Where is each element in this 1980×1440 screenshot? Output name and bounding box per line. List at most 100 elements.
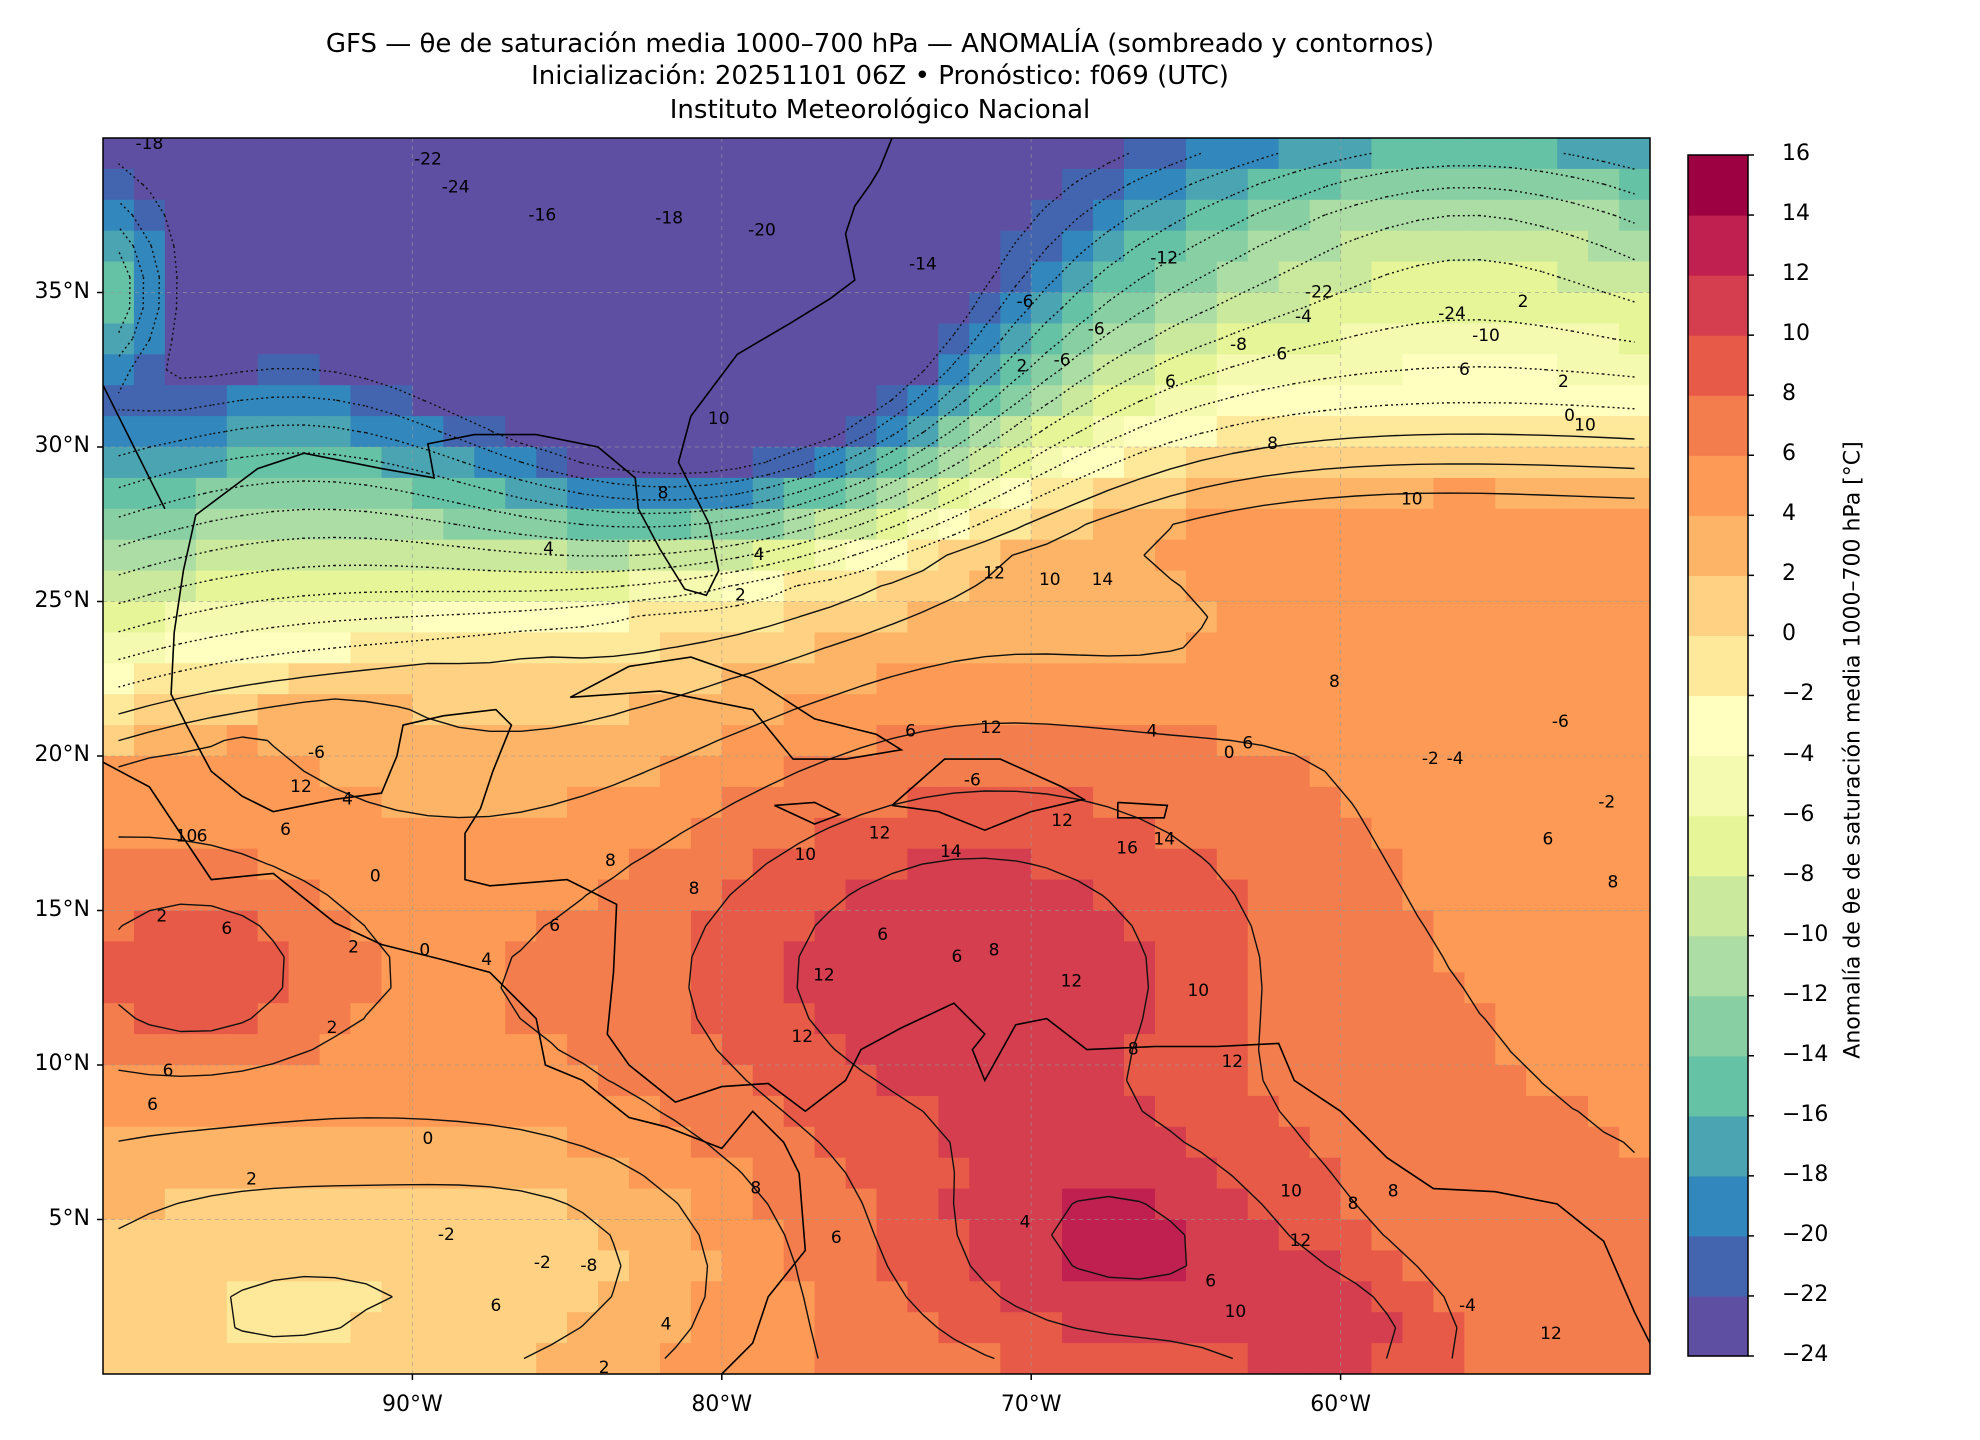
anomaly-cell [133, 1281, 166, 1313]
anomaly-cell [474, 1312, 506, 1344]
anomaly-cell [1464, 508, 1497, 541]
anomaly-cell [1247, 786, 1280, 819]
anomaly-cell [1093, 848, 1125, 881]
anomaly-cell [659, 1065, 692, 1097]
anomaly-cell [1031, 725, 1063, 757]
anomaly-cell [690, 168, 723, 201]
anomaly-cell [1031, 539, 1063, 572]
anomaly-cell [969, 848, 1001, 881]
anomaly-cell [1433, 168, 1466, 201]
anomaly-cell [1371, 230, 1404, 263]
anomaly-cell [1371, 570, 1404, 603]
anomaly-cell [1526, 1219, 1558, 1252]
anomaly-cell [536, 1157, 568, 1190]
anomaly-cell [1402, 570, 1435, 603]
anomaly-cell [598, 694, 630, 726]
lon-tick-label: 90°W [382, 1392, 443, 1417]
colorbar-swatch [1688, 1295, 1748, 1357]
anomaly-cell [164, 848, 197, 881]
anomaly-cell [629, 879, 661, 912]
anomaly-cell [505, 230, 537, 263]
anomaly-cell [1495, 632, 1527, 665]
anomaly-cell [133, 261, 166, 294]
anomaly-cell [567, 725, 599, 757]
colorbar-swatch [1688, 1235, 1748, 1297]
anomaly-cell [443, 168, 475, 201]
anomaly-cell [1495, 199, 1527, 232]
anomaly-cell [536, 570, 568, 603]
colorbar-tick-label: −22 [1782, 1281, 1829, 1307]
anomaly-cell [1526, 694, 1558, 726]
anomaly-cell [288, 848, 321, 881]
contour-label: 8 [1267, 434, 1278, 454]
anomaly-cell [876, 1250, 909, 1283]
anomaly-cell [1093, 292, 1125, 325]
anomaly-cell [505, 941, 537, 974]
anomaly-cell [288, 230, 321, 263]
anomaly-cell [721, 230, 754, 263]
anomaly-cell [567, 1034, 599, 1066]
anomaly-cell [319, 663, 352, 695]
anomaly-cell [907, 1188, 940, 1221]
anomaly-cell [1000, 168, 1032, 201]
anomaly-cell [1464, 972, 1497, 1004]
anomaly-cell [1000, 725, 1032, 757]
contour-label: 4 [753, 545, 764, 565]
anomaly-cell [814, 261, 847, 294]
anomaly-cell [1185, 1034, 1218, 1066]
anomaly-cell [133, 848, 166, 881]
anomaly-cell [1185, 756, 1218, 788]
anomaly-cell [1062, 1281, 1094, 1313]
anomaly-cell [721, 786, 754, 819]
anomaly-cell [412, 570, 445, 603]
anomaly-cell [1371, 1095, 1404, 1128]
anomaly-cell [876, 447, 909, 479]
anomaly-cell [536, 601, 568, 634]
contour-label: -10 [1472, 326, 1500, 346]
anomaly-cell [1309, 1157, 1342, 1190]
graticule [103, 138, 1650, 1374]
anomaly-cell [257, 848, 290, 881]
anomaly-cell [567, 632, 599, 665]
anomaly-cell [1216, 1095, 1249, 1128]
anomaly-cell [1495, 1126, 1527, 1159]
colorbar-swatch [1688, 1055, 1748, 1117]
anomaly-cell [1031, 1065, 1063, 1097]
anomaly-cell [1557, 539, 1589, 572]
anomaly-cell [969, 230, 1001, 263]
anomaly-cell [1464, 1065, 1497, 1097]
anomaly-cell [1093, 1034, 1125, 1066]
anomaly-cell [319, 292, 352, 325]
anomaly-cell [1216, 786, 1249, 819]
anomaly-cell [1495, 323, 1527, 356]
anomaly-cell [103, 663, 135, 695]
anomaly-cell [474, 230, 506, 263]
anomaly-cell [1340, 725, 1373, 757]
anomaly-cell [1402, 416, 1435, 448]
anomaly-cell [1340, 972, 1373, 1004]
anomaly-cell [783, 199, 816, 232]
anomaly-cell [969, 972, 1001, 1004]
anomaly-cell [103, 1157, 135, 1190]
anomaly-cell [907, 725, 940, 757]
anomaly-cell [1371, 138, 1404, 170]
anomaly-cell [1031, 416, 1063, 448]
anomaly-cell [1031, 261, 1063, 294]
anomaly-cell [876, 879, 909, 912]
anomaly-cell [845, 354, 878, 386]
anomaly-cell [1185, 725, 1218, 757]
contour-line [118, 214, 1635, 576]
anomaly-cell [412, 910, 445, 943]
anomaly-cell [1619, 601, 1650, 634]
contour-line [118, 152, 1130, 475]
anomaly-cell [1000, 261, 1032, 294]
anomaly-cell [1185, 292, 1218, 325]
anomaly-cell [721, 1250, 754, 1283]
anomaly-cell [164, 447, 197, 479]
anomaly-cell [938, 663, 971, 695]
anomaly-cell [1309, 694, 1342, 726]
anomaly-cell [1588, 292, 1620, 325]
anomaly-cell [1093, 663, 1125, 695]
anomaly-cell [536, 941, 568, 974]
colorbar-tick-label: 2 [1782, 561, 1796, 587]
